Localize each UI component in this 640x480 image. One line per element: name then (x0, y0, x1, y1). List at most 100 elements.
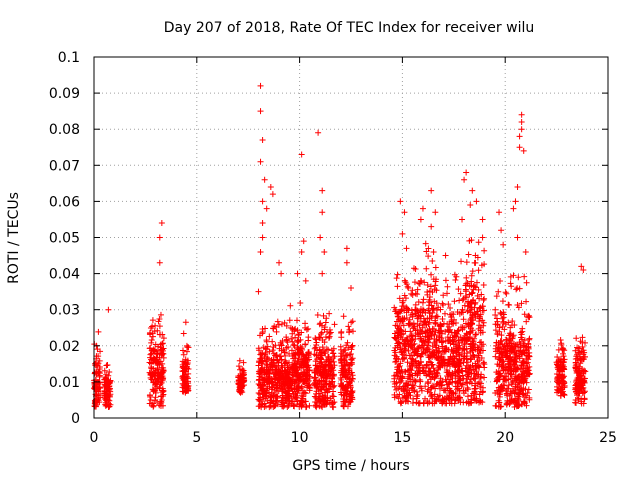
data-point (149, 317, 156, 324)
data-point (282, 352, 289, 359)
data-point (523, 318, 530, 325)
data-point (326, 386, 333, 393)
data-point (275, 321, 282, 328)
data-point (472, 380, 479, 387)
y-tick-label: 0.06 (49, 194, 80, 210)
y-axis-label: ROTI / TECUs (6, 192, 22, 284)
data-point (474, 354, 481, 361)
data-point (416, 281, 423, 288)
data-point (407, 311, 414, 318)
data-point (472, 310, 479, 317)
data-point (401, 354, 408, 361)
data-point (514, 375, 521, 382)
data-point (439, 300, 446, 307)
data-point (414, 286, 421, 293)
data-point (159, 389, 166, 396)
data-point (159, 340, 166, 347)
data-point (418, 358, 424, 365)
data-point (263, 364, 270, 371)
data-point (305, 325, 312, 332)
data-point (523, 370, 530, 377)
data-point (559, 371, 566, 378)
data-point (555, 366, 562, 373)
data-point (427, 283, 434, 290)
data-point (578, 375, 585, 382)
data-point (292, 394, 299, 401)
data-point (326, 356, 333, 363)
data-point (497, 372, 504, 379)
data-point (423, 361, 430, 368)
data-point (148, 339, 155, 346)
data-point (331, 321, 338, 328)
data-point (179, 361, 186, 368)
data-point (480, 359, 487, 366)
data-point (414, 291, 421, 298)
data-point (103, 362, 110, 369)
data-point (337, 343, 344, 350)
data-point (266, 333, 273, 340)
data-point (509, 318, 516, 325)
data-point (497, 278, 504, 285)
data-point (481, 364, 488, 371)
data-point (514, 183, 521, 190)
data-point (159, 376, 166, 383)
data-point (452, 333, 459, 340)
data-point (442, 376, 449, 383)
data-point (428, 271, 435, 278)
data-points (91, 82, 589, 411)
data-point (288, 366, 295, 373)
data-point (263, 338, 270, 345)
data-point (436, 385, 443, 392)
data-point (426, 309, 433, 316)
data-point (454, 373, 461, 380)
data-point (400, 297, 407, 304)
data-point (397, 328, 404, 335)
data-point (508, 397, 515, 404)
data-point (286, 390, 293, 397)
data-point (434, 370, 441, 377)
data-point (411, 310, 418, 317)
data-point (462, 288, 469, 295)
y-tick-label: 0.09 (49, 86, 80, 102)
data-point (513, 286, 520, 293)
data-point (499, 358, 506, 365)
data-point (446, 385, 453, 392)
data-point (311, 367, 318, 374)
chart-title: Day 207 of 2018, Rate Of TEC Index for r… (164, 20, 534, 36)
data-point (341, 368, 348, 375)
data-point (153, 385, 160, 392)
data-point (325, 346, 332, 353)
data-point (257, 248, 264, 255)
data-point (96, 357, 103, 364)
data-point (520, 347, 527, 354)
data-point (554, 354, 561, 361)
data-point (419, 299, 426, 306)
data-point (298, 248, 305, 255)
data-point (179, 347, 186, 354)
data-point (402, 398, 409, 405)
data-point (263, 385, 270, 392)
data-point (466, 379, 473, 386)
data-point (272, 402, 279, 409)
data-point (413, 360, 420, 367)
data-point (107, 401, 114, 408)
data-point (392, 335, 399, 342)
data-point (404, 305, 411, 312)
data-point (401, 292, 408, 299)
data-point (422, 349, 429, 356)
data-point (471, 395, 478, 402)
data-point (394, 332, 401, 339)
data-point (574, 351, 581, 358)
data-point (476, 391, 483, 398)
data-point (160, 345, 167, 352)
data-point (582, 339, 589, 346)
data-point (468, 320, 475, 327)
data-point (407, 366, 414, 373)
data-point (318, 351, 325, 358)
y-tick-label: 0.02 (49, 339, 80, 355)
data-point (509, 333, 516, 340)
data-point (262, 395, 269, 402)
data-point (431, 375, 438, 382)
data-point (450, 394, 457, 401)
x-tick-label: 5 (192, 430, 201, 446)
